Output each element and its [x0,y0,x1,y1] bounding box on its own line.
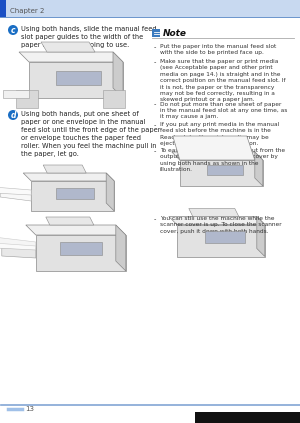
Polygon shape [23,173,114,181]
Bar [56,71,101,85]
Text: Put the paper into the manual feed slot
with the side to be printed face up.: Put the paper into the manual feed slot … [160,44,276,55]
Text: Note: Note [163,28,187,38]
Text: c: c [11,25,15,35]
Polygon shape [116,225,126,271]
Polygon shape [189,209,239,217]
Polygon shape [2,248,36,258]
Polygon shape [0,237,36,246]
Bar [152,29,160,37]
Polygon shape [169,217,265,225]
Polygon shape [172,152,263,160]
Polygon shape [0,241,36,250]
Text: Do not put more than one sheet of paper
in the manual feed slot at any one time,: Do not put more than one sheet of paper … [160,102,287,119]
Polygon shape [173,136,255,160]
Polygon shape [257,217,265,256]
Polygon shape [106,173,114,211]
Text: -: - [154,148,156,154]
Polygon shape [180,160,263,186]
Bar [205,231,245,242]
Bar [16,90,38,108]
Bar [56,188,94,199]
Bar [0,0,300,17]
Polygon shape [0,193,31,201]
Polygon shape [113,52,123,98]
Text: -: - [154,122,156,128]
Polygon shape [41,42,95,52]
Bar [0,0,6,17]
Polygon shape [46,217,94,225]
Bar [60,242,102,255]
Text: 13: 13 [25,406,34,412]
Text: If you put any print media in the manual
feed slot before the machine is in the
: If you put any print media in the manual… [160,122,279,146]
Polygon shape [36,235,126,271]
Polygon shape [31,181,114,211]
Text: -: - [154,59,156,65]
Bar [207,165,243,175]
Circle shape [8,25,18,35]
Polygon shape [3,90,29,98]
Bar [195,412,300,423]
Polygon shape [29,62,123,98]
Polygon shape [26,225,126,235]
Text: -: - [154,216,156,222]
Polygon shape [255,152,263,186]
Text: Chapter 2: Chapter 2 [10,8,44,14]
Text: To easily remove a small printout from the
output tray, lift up the scanner cove: To easily remove a small printout from t… [160,148,285,172]
Text: d: d [10,110,16,120]
Text: Using both hands, slide the manual feed
slot paper guides to the width of the
pa: Using both hands, slide the manual feed … [21,26,157,48]
Text: Make sure that the paper or print media
(see Acceptable paper and other print
me: Make sure that the paper or print media … [160,59,286,102]
Polygon shape [177,225,265,256]
Polygon shape [0,187,31,195]
Text: -: - [154,102,156,107]
Text: Using both hands, put one sheet of
paper or one envelope in the manual
feed slot: Using both hands, put one sheet of paper… [21,111,160,157]
Text: -: - [154,44,156,50]
Bar [103,90,125,108]
Text: You can still use the machine while the
scanner cover is up. To close the scanne: You can still use the machine while the … [160,216,282,234]
Circle shape [8,110,18,120]
Polygon shape [19,52,123,62]
Polygon shape [43,165,86,173]
